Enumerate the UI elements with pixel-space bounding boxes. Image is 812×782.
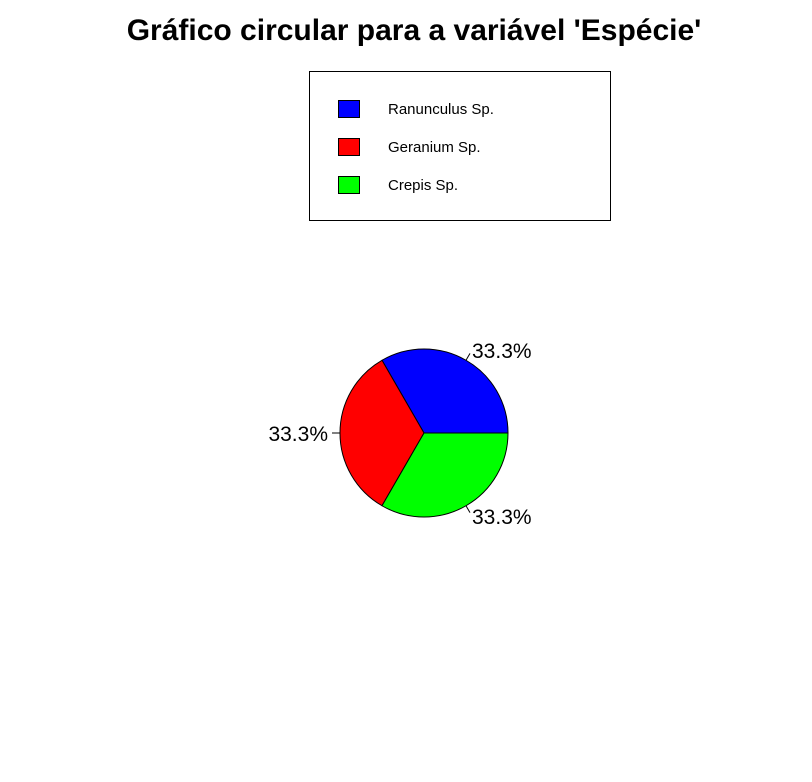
- legend-label: Geranium Sp.: [388, 139, 481, 156]
- pie-percent-label: 33.3%: [472, 506, 532, 529]
- pie-percent-label: 33.3%: [472, 340, 532, 363]
- legend-swatch: [338, 138, 360, 156]
- legend-label: Crepis Sp.: [388, 177, 459, 194]
- legend: Ranunculus Sp. Geranium Sp. Crepis Sp.: [309, 71, 611, 221]
- pie-percent-label: 33.3%: [268, 423, 328, 446]
- chart-title: Gráfico circular para a variável 'Espéci…: [126, 14, 702, 47]
- legend-swatch: [338, 100, 360, 118]
- pie-label-tick: [465, 353, 471, 361]
- pie-slice-crepis: [381, 432, 509, 518]
- pie-label-tick: [465, 505, 471, 513]
- legend-label: Ranunculus Sp.: [388, 101, 494, 118]
- legend-swatch: [338, 176, 360, 194]
- pie-slice-ranunculus: [381, 348, 509, 434]
